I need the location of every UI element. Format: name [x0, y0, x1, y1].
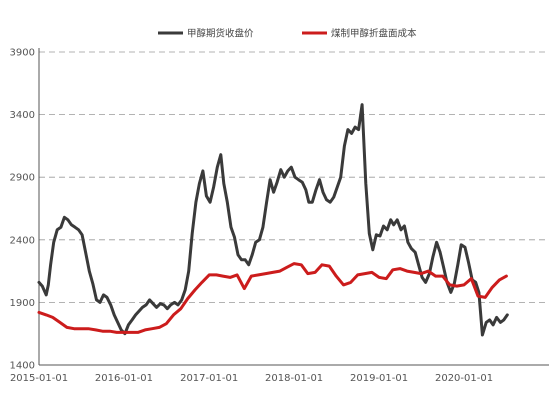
y-tick-label: 2900: [10, 173, 35, 184]
legend-label-cost: 煤制甲醇折盘面成本: [331, 28, 417, 40]
x-tick-label: 2017-01-01: [180, 373, 238, 384]
y-tick-label: 1400: [10, 361, 35, 372]
series-lines: [37, 103, 509, 337]
x-tick-label: 2016-01-01: [95, 373, 153, 384]
y-tick-label: 2400: [10, 235, 35, 246]
legend-item-cost: 煤制甲醇折盘面成本: [302, 28, 417, 40]
legend: 甲醇期货收盘价 煤制甲醇折盘面成本: [158, 28, 417, 40]
axes: 1400 1900 2400 2900 3400 3900 2015-01-01 2016-0…: [10, 48, 549, 384]
x-tick-label: 2020-01-01: [435, 373, 493, 384]
legend-item-futures: 甲醇期货收盘价: [158, 28, 254, 40]
y-tick-label: 1900: [10, 298, 35, 309]
x-tick-label: 2019-01-01: [350, 373, 408, 384]
y-tick-label: 3900: [10, 48, 35, 59]
series-line-futures-close: [37, 103, 509, 337]
series-line-coal-cost: [37, 262, 508, 334]
x-tick-label: 2018-01-01: [265, 373, 323, 384]
x-tick-label: 2015-01-01: [10, 373, 68, 384]
legend-label-futures: 甲醇期货收盘价: [187, 28, 254, 40]
y-tick-label: 3400: [10, 110, 35, 121]
